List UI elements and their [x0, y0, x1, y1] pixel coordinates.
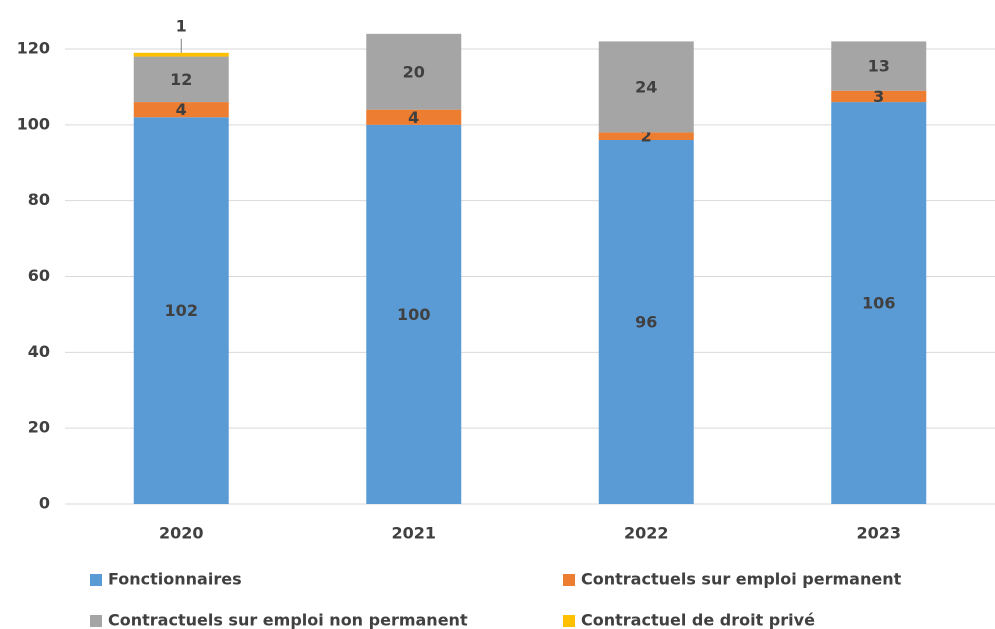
data-label: 4	[176, 100, 187, 119]
bar-segment	[831, 102, 927, 504]
data-label: 4	[408, 108, 419, 127]
legend-label: Contractuels sur emploi permanent	[581, 570, 902, 589]
bar-segment	[598, 132, 694, 140]
bar-segment	[598, 140, 694, 504]
bar-segment	[366, 109, 462, 125]
data-label: 102	[165, 301, 198, 320]
data-label: 1	[176, 16, 187, 35]
bar-segment	[366, 124, 462, 504]
legend-swatch	[563, 615, 575, 627]
data-label: 2	[641, 127, 652, 146]
legend-swatch	[90, 615, 102, 627]
y-tick-label: 100	[17, 114, 50, 133]
x-tick-label: 2023	[856, 524, 901, 543]
data-label: 3	[873, 87, 884, 106]
legend-swatch	[90, 574, 102, 586]
data-label: 96	[635, 313, 657, 332]
y-tick-label: 0	[39, 494, 50, 513]
y-tick-label: 60	[28, 266, 50, 285]
bar-segment	[133, 56, 229, 103]
bar-segment	[831, 90, 927, 103]
legend-label: Contractuels sur emploi non permanent	[108, 611, 468, 629]
bar-segment	[133, 52, 229, 57]
data-label: 100	[397, 305, 430, 324]
data-label: 12	[170, 70, 192, 89]
data-label: 20	[403, 62, 425, 81]
data-label: 106	[862, 294, 895, 313]
bar-segment	[133, 102, 229, 118]
bar-segment	[831, 41, 927, 91]
x-tick-label: 2020	[159, 524, 204, 543]
bar-segment	[598, 41, 694, 133]
bar-segment	[133, 117, 229, 504]
legend-label: Contractuel de droit privé	[581, 611, 815, 629]
y-tick-label: 40	[28, 342, 50, 361]
x-tick-label: 2022	[624, 524, 669, 543]
data-label: 24	[635, 77, 657, 96]
data-label: 13	[868, 57, 890, 76]
y-tick-label: 20	[28, 418, 50, 437]
legend-label: Fonctionnaires	[108, 570, 242, 589]
y-tick-label: 80	[28, 190, 50, 209]
x-tick-label: 2021	[391, 524, 436, 543]
legend-swatch	[563, 574, 575, 586]
bar-segment	[366, 33, 462, 110]
y-tick-label: 120	[17, 39, 50, 58]
